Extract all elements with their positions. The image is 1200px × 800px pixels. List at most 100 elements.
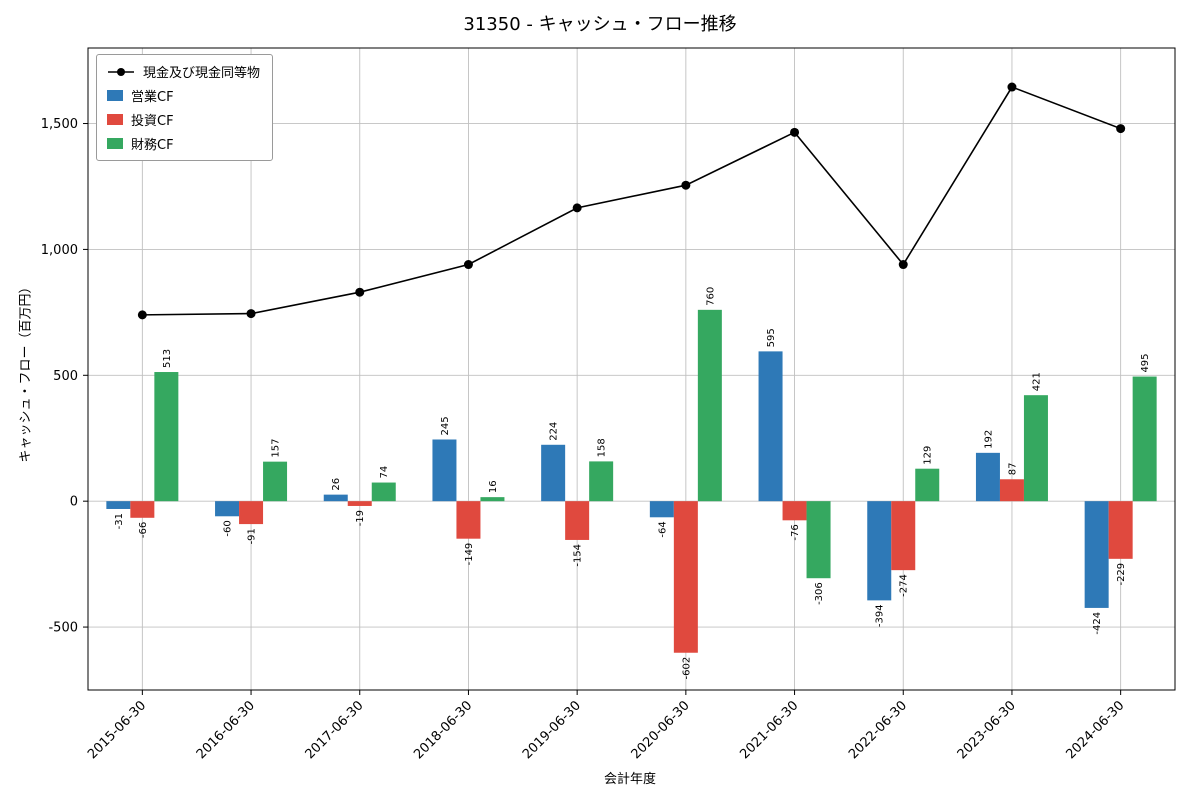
legend-label-cash: 現金及び現金同等物 — [143, 66, 261, 81]
bar-営業CF — [432, 439, 457, 502]
bar-営業CF — [649, 501, 674, 518]
bar-営業CF — [323, 494, 348, 502]
bar-value-label: 87 — [1007, 463, 1018, 476]
line-marker — [572, 203, 582, 213]
legend-item-investing-cf: 投資CF — [107, 110, 260, 129]
bar-投資CF — [999, 479, 1024, 502]
bar-value-label: -149 — [464, 543, 475, 566]
bar-投資CF — [130, 501, 155, 518]
bar-投資CF — [1108, 501, 1133, 559]
x-tick-label: 2022-06-30 — [846, 698, 910, 762]
y-tick-label: 1,000 — [41, 243, 78, 258]
legend-item-cash: 現金及び現金同等物 — [107, 62, 260, 81]
bar-value-label: -31 — [114, 513, 125, 529]
y-tick-label: 1,500 — [41, 117, 78, 132]
x-tick-label: 2016-06-30 — [194, 698, 258, 762]
y-tick-label: 500 — [53, 369, 78, 384]
line-marker — [355, 287, 365, 297]
x-tick-label: 2024-06-30 — [1063, 698, 1127, 762]
bar-value-label: 26 — [331, 478, 342, 491]
bar-営業CF — [541, 444, 566, 502]
line-marker — [681, 180, 691, 190]
bar-営業CF — [1084, 501, 1109, 608]
bar-value-label: 495 — [1140, 353, 1151, 372]
bar-営業CF — [106, 501, 131, 509]
x-tick-label: 2023-06-30 — [955, 698, 1019, 762]
bar-投資CF — [239, 501, 264, 525]
blue-swatch-icon — [107, 90, 123, 101]
chart-legend: 現金及び現金同等物 営業CF 投資CF 財務CF — [96, 54, 274, 161]
plot-frame — [87, 47, 1176, 691]
bar-value-label: -76 — [790, 524, 801, 540]
legend-item-operating-cf: 営業CF — [107, 86, 260, 105]
x-axis-label: 会計年度 — [603, 772, 656, 787]
bar-value-label: 129 — [923, 446, 934, 465]
bar-value-label: -229 — [1116, 563, 1127, 586]
bar-投資CF — [347, 501, 372, 506]
legend-label-operating-cf: 営業CF — [131, 90, 174, 105]
line-marker — [246, 309, 256, 319]
bar-value-label: -66 — [138, 522, 149, 538]
bar-value-label: -306 — [814, 582, 825, 605]
line-marker — [1007, 82, 1017, 92]
bar-財務CF — [915, 468, 940, 502]
x-tick-label: 2020-06-30 — [629, 698, 693, 762]
bar-value-label: -91 — [247, 528, 258, 544]
line-marker — [137, 310, 147, 320]
bar-財務CF — [154, 372, 179, 502]
red-swatch-icon — [107, 114, 123, 125]
x-tick-label: 2021-06-30 — [737, 698, 801, 762]
bar-value-label: 157 — [271, 439, 282, 458]
bar-投資CF — [891, 501, 916, 571]
bar-営業CF — [867, 501, 892, 601]
cash-line — [142, 86, 1121, 316]
line-marker — [790, 127, 800, 137]
y-tick-label: 0 — [70, 495, 78, 510]
bar-value-label: 760 — [705, 287, 716, 306]
bar-value-label: -19 — [355, 510, 366, 526]
bar-value-label: -424 — [1092, 612, 1103, 635]
line-marker — [1116, 124, 1126, 134]
bar-営業CF — [975, 452, 1000, 502]
y-tick-label: -500 — [48, 621, 78, 636]
x-tick-label: 2019-06-30 — [520, 698, 584, 762]
bar-value-label: 245 — [440, 416, 451, 435]
line-marker-icon — [108, 67, 134, 76]
x-tick-label: 2018-06-30 — [411, 698, 475, 762]
bar-営業CF — [758, 351, 783, 502]
bar-財務CF — [480, 497, 505, 502]
bar-財務CF — [1132, 376, 1157, 502]
bar-投資CF — [673, 501, 698, 653]
bar-投資CF — [456, 501, 481, 539]
bar-value-label: 595 — [766, 328, 777, 347]
bar-投資CF — [565, 501, 590, 540]
bar-財務CF — [697, 309, 722, 502]
bar-財務CF — [1023, 395, 1048, 502]
x-tick-label: 2015-06-30 — [85, 698, 149, 762]
legend-item-financing-cf: 財務CF — [107, 134, 260, 153]
bar-投資CF — [782, 501, 807, 521]
bar-value-label: -394 — [875, 604, 886, 627]
y-axis-label: キャッシュ・フロー（百万円） — [18, 280, 34, 463]
bar-財務CF — [263, 461, 288, 502]
bar-財務CF — [589, 461, 614, 502]
bar-value-label: 192 — [983, 430, 994, 449]
chart-title: 31350 - キャッシュ・フロー推移 — [463, 14, 737, 35]
line-marker — [898, 260, 908, 270]
bar-value-label: -64 — [657, 521, 668, 537]
bar-value-label: 513 — [162, 349, 173, 368]
bar-value-label: 224 — [549, 422, 560, 441]
bar-value-label: -602 — [681, 657, 692, 680]
bar-財務CF — [806, 501, 831, 579]
bar-営業CF — [215, 501, 240, 517]
bar-value-label: -154 — [573, 544, 584, 567]
legend-label-financing-cf: 財務CF — [131, 138, 174, 153]
bar-財務CF — [371, 482, 396, 502]
bar-value-label: 16 — [488, 480, 499, 493]
legend-label-investing-cf: 投資CF — [131, 114, 174, 129]
bar-value-label: -274 — [899, 574, 910, 597]
bar-value-label: 74 — [379, 466, 390, 479]
green-swatch-icon — [107, 138, 123, 149]
